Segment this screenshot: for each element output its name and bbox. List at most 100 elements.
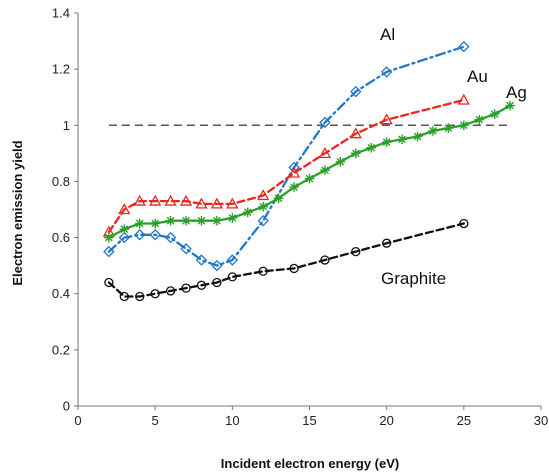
- data-point-al: [211, 259, 223, 272]
- data-point-ag: [320, 165, 330, 175]
- data-point-graphite: [258, 266, 268, 276]
- data-point-ag: [428, 126, 438, 136]
- data-point-al: [458, 40, 470, 53]
- data-point-ag: [273, 193, 284, 204]
- data-point-al: [103, 245, 115, 258]
- x-axis-title: Incident electron energy (eV): [221, 456, 399, 471]
- data-point-au: [118, 203, 131, 215]
- data-point-al: [226, 254, 239, 266]
- data-point-au: [195, 197, 208, 209]
- y-tick-label: 0: [63, 399, 70, 414]
- y-tick-label: 1: [63, 118, 70, 133]
- data-point-ag: [366, 142, 377, 153]
- x-tick-label: 10: [225, 413, 239, 428]
- data-point-au: [179, 194, 193, 206]
- data-point-graphite: [135, 291, 145, 302]
- x-tick-label: 5: [152, 413, 159, 428]
- series-al: [103, 40, 470, 272]
- axes-layer: 0 0.2 0.4 0.6 0.8 1 1.2 1.4 0 5 10 15 20 25 30: [52, 6, 548, 429]
- data-point-ag: [196, 215, 207, 226]
- data-point-al: [319, 116, 331, 129]
- data-point-ag: [104, 232, 114, 243]
- data-point-al: [164, 231, 177, 244]
- data-point-ag: [134, 218, 145, 229]
- data-point-ag: [150, 218, 160, 229]
- data-point-au: [149, 194, 162, 206]
- x-tick-label: 25: [457, 413, 471, 428]
- series-line-al: [107, 45, 465, 267]
- y-tick-label: 0.8: [52, 174, 70, 189]
- data-point-graphite: [165, 286, 176, 296]
- data-point-graphite: [459, 218, 469, 229]
- series-label-ag: Ag: [506, 83, 527, 102]
- data-point-graphite: [196, 280, 207, 290]
- data-point-al: [118, 231, 131, 244]
- data-point-graphite: [351, 246, 361, 257]
- data-point-graphite: [181, 283, 191, 293]
- data-point-au: [318, 147, 332, 159]
- data-point-ag: [304, 173, 315, 184]
- series-line-graphite: [107, 222, 465, 298]
- data-point-ag: [443, 123, 454, 133]
- y-tick-label: 0.6: [52, 230, 70, 245]
- data-point-ag: [212, 215, 222, 226]
- data-point-au: [257, 189, 270, 201]
- data-point-al: [180, 243, 192, 255]
- y-tick-label: 0.4: [52, 286, 70, 301]
- data-point-al: [149, 229, 161, 241]
- data-point-ag: [489, 109, 500, 119]
- data-point-au: [457, 93, 470, 105]
- data-point-al: [195, 254, 208, 266]
- data-point-ag: [242, 207, 253, 218]
- series-line-au: [107, 98, 465, 234]
- series-label-al: Al: [380, 25, 395, 44]
- data-point-au: [349, 127, 362, 139]
- data-point-ag: [165, 215, 176, 226]
- data-point-ag: [381, 137, 392, 147]
- series-label-graphite: Graphite: [381, 269, 446, 288]
- data-point-al: [350, 85, 362, 98]
- data-point-graphite: [119, 291, 129, 302]
- x-tick-label: 15: [302, 413, 316, 428]
- data-point-ag: [474, 114, 485, 125]
- data-point-ag: [258, 201, 268, 212]
- data-point-ag: [505, 100, 515, 111]
- data-point-graphite: [320, 255, 330, 265]
- data-point-ag: [289, 182, 299, 192]
- data-point-al: [134, 229, 146, 241]
- data-point-graphite: [104, 277, 114, 288]
- data-point-au: [210, 197, 224, 209]
- data-point-ag: [351, 148, 361, 159]
- y-tick-label: 1.4: [52, 6, 70, 21]
- y-tick-label: 1.2: [52, 62, 70, 77]
- data-point-au: [226, 197, 239, 209]
- data-point-graphite: [212, 277, 222, 288]
- series-label-au: Au: [467, 67, 488, 86]
- data-point-au: [380, 113, 393, 125]
- data-point-graphite: [382, 238, 392, 248]
- data-point-au: [164, 194, 177, 206]
- data-point-ag: [335, 156, 346, 167]
- data-point-al: [380, 66, 393, 78]
- data-point-graphite: [227, 272, 237, 282]
- y-tick-label: 0.2: [52, 342, 70, 357]
- data-point-ag: [459, 120, 469, 131]
- data-point-ag: [181, 215, 191, 226]
- series-ag: [104, 100, 515, 243]
- x-tick-label: 30: [534, 413, 548, 428]
- series-layer: [102, 40, 515, 302]
- data-point-graphite: [289, 263, 299, 274]
- data-point-ag: [227, 213, 238, 223]
- data-point-ag: [412, 131, 423, 142]
- series-graphite: [104, 218, 469, 302]
- data-point-graphite: [150, 289, 160, 299]
- data-point-au: [133, 194, 146, 206]
- x-tick-label: 0: [74, 413, 81, 428]
- series-labels-layer: Al Au Ag Graphite: [380, 25, 527, 288]
- x-tick-label: 20: [379, 413, 393, 428]
- data-point-ag: [397, 134, 407, 145]
- series-au: [102, 93, 470, 237]
- data-point-al: [257, 215, 269, 227]
- y-axis-title: Electron emission yield: [10, 140, 25, 285]
- data-point-au: [287, 166, 301, 178]
